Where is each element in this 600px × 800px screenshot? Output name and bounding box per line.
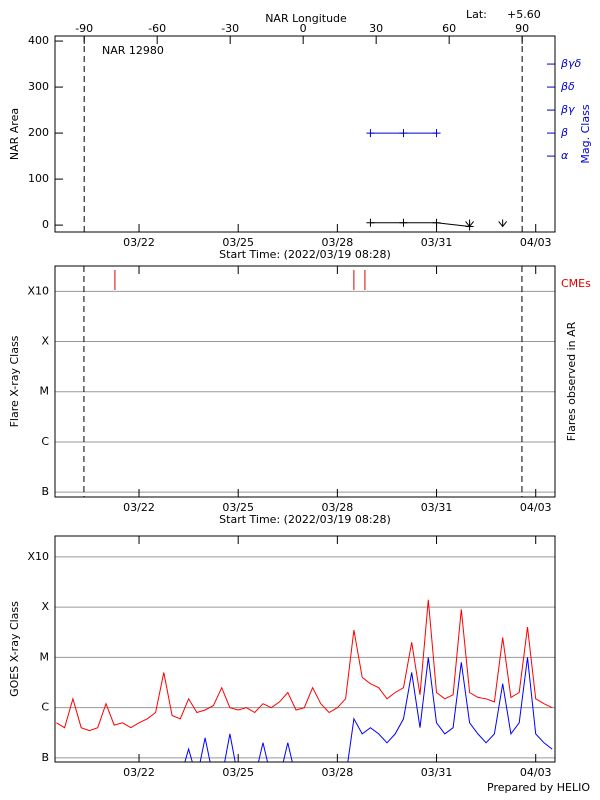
y-tick-label: B xyxy=(41,751,49,764)
x2-axis-label: NAR Longitude xyxy=(265,12,347,25)
y-tick-label: M xyxy=(40,385,50,398)
x-tick-label: 03/22 xyxy=(123,236,155,249)
series-line xyxy=(56,599,553,732)
y-tick-label: M xyxy=(40,650,50,663)
x-axis-label: Start Time: (2022/03/19 08:28) xyxy=(219,248,391,261)
y2-tick-label: βγδ xyxy=(560,57,582,70)
marker xyxy=(399,129,408,138)
y-tick-label: 100 xyxy=(28,172,49,185)
x-tick-label: 03/28 xyxy=(322,766,354,779)
cme-label: CMEs xyxy=(561,277,591,290)
series-line xyxy=(184,657,553,762)
y2-tick-label: α xyxy=(561,149,569,162)
annotation: NAR 12980 xyxy=(102,44,164,57)
lat-label: Lat: xyxy=(466,8,487,21)
y-axis-label: GOES X-ray Class xyxy=(8,601,21,697)
plot-frame xyxy=(54,35,556,233)
x2-tick-label: 60 xyxy=(442,22,456,35)
x2-tick-label: -60 xyxy=(148,22,166,35)
y-axis-label: NAR Area xyxy=(8,108,21,160)
x-tick-label: 03/25 xyxy=(222,236,254,249)
y-tick-label: 0 xyxy=(42,218,49,231)
x-tick-label: 03/31 xyxy=(421,236,453,249)
y2-tick-label: β xyxy=(560,126,568,139)
x-tick-label: 03/28 xyxy=(322,236,354,249)
y2-tick-label: βδ xyxy=(560,80,575,93)
marker xyxy=(399,218,408,227)
plot-frame xyxy=(54,535,556,763)
marker xyxy=(366,129,375,138)
y2-axis-label: Flares observed in AR xyxy=(565,321,578,441)
plot-frame xyxy=(54,265,556,498)
x-tick-label: 03/31 xyxy=(421,501,453,514)
y2-tick-label: βγ xyxy=(560,103,575,116)
y-tick-label: X xyxy=(41,600,49,613)
x-axis-label: Start Time: (2022/03/19 08:28) xyxy=(219,513,391,526)
y-tick-label: X10 xyxy=(27,284,49,297)
x-tick-label: 03/25 xyxy=(222,766,254,779)
x-tick-label: 03/25 xyxy=(222,501,254,514)
x2-tick-label: 30 xyxy=(369,22,383,35)
off-disk-arrow xyxy=(465,219,474,228)
x2-tick-label: -90 xyxy=(75,22,93,35)
x2-tick-label: 90 xyxy=(515,22,529,35)
marker xyxy=(432,218,441,227)
y2-axis-label: Mag. Class xyxy=(579,104,592,163)
off-disk-arrow xyxy=(498,219,508,228)
x-tick-label: 03/22 xyxy=(123,766,155,779)
y-tick-label: 400 xyxy=(28,34,49,47)
y-tick-label: 300 xyxy=(28,80,49,93)
y-tick-label: X xyxy=(41,335,49,348)
x-tick-label: 03/28 xyxy=(322,501,354,514)
series-line xyxy=(370,222,470,227)
x-tick-label: 04/03 xyxy=(520,501,552,514)
x-tick-label: 04/03 xyxy=(520,236,552,249)
x-tick-label: 04/03 xyxy=(520,766,552,779)
y-tick-label: C xyxy=(41,701,49,714)
x2-tick-label: -30 xyxy=(221,22,239,35)
lat-value: +5.60 xyxy=(507,8,541,21)
y-axis-label: Flare X-ray Class xyxy=(8,335,21,427)
y-tick-label: C xyxy=(41,435,49,448)
x-tick-label: 03/31 xyxy=(421,766,453,779)
y-tick-label: B xyxy=(41,485,49,498)
marker xyxy=(366,218,375,227)
x-tick-label: 03/22 xyxy=(123,501,155,514)
x2-tick-label: 0 xyxy=(300,22,307,35)
marker xyxy=(432,129,441,138)
footer: Prepared by HELIO xyxy=(487,781,590,794)
y-tick-label: X10 xyxy=(27,550,49,563)
y-tick-label: 200 xyxy=(28,126,49,139)
